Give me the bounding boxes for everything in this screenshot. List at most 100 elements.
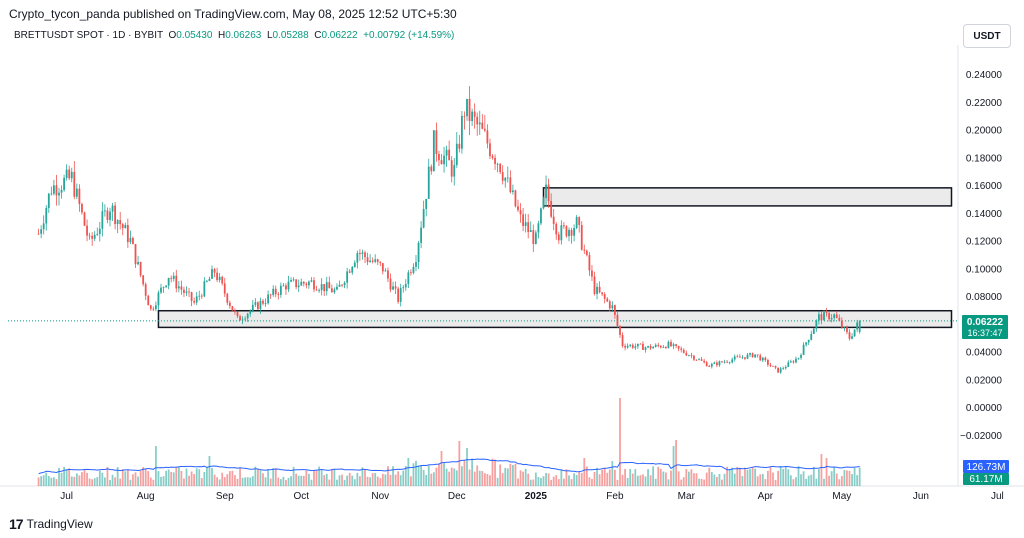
volume-bar [213,474,216,486]
open-value: 0.05430 [176,30,213,41]
y-tick-label: 0.20000 [966,126,1003,137]
volume-bar [453,468,456,486]
volume-bar [476,465,479,486]
volume-bar [297,475,300,486]
symbol-name[interactable]: BRETTUSDT SPOT · 1D · BYBIT [14,30,163,41]
volume-bar [685,469,688,486]
volume-bar [662,471,665,486]
volume-bar [471,458,473,486]
volume-bar [226,474,229,486]
volume-bar [626,477,629,486]
candle-body [787,362,790,367]
volume-bar [106,466,109,486]
candle-body [458,143,461,149]
candle-body [254,302,257,305]
candle-body [713,362,716,364]
volume-bar [101,472,104,486]
candle-body [670,341,672,347]
candle-body [104,210,106,212]
candle-body [825,312,828,314]
volume-bar [432,472,435,486]
volume-bar [506,468,509,486]
volume-bar [249,477,252,486]
volume-bar [652,466,655,486]
close-label: C [314,30,322,41]
volume-bar [78,475,81,486]
volume-bar [387,466,389,486]
volume-bar [761,473,764,486]
candle-body [731,359,734,363]
volume-bar [392,466,394,486]
candle-body [744,357,746,359]
candle-body [547,184,550,201]
volume-bar [591,479,593,486]
volume-bar [430,473,433,486]
volume-bar [302,475,305,486]
candle-body [450,160,453,177]
volume-bar [211,467,213,486]
volume-bar [568,475,570,486]
candle-body [677,345,680,349]
candle-body [384,270,387,272]
volume-bar [695,473,698,486]
volume-bar [206,467,208,486]
candle-body [468,98,471,122]
volume-bars [37,398,861,486]
volume-bar [343,479,346,486]
volume-bar [527,473,530,486]
volume-bar [675,440,677,486]
candle-body [642,343,644,350]
volume-bar [177,466,180,486]
volume-bar [636,475,639,486]
volume-bar [718,474,721,486]
candle-body [710,363,713,367]
candle-body [741,357,744,359]
volume-bar [639,475,642,486]
footer-branding[interactable]: 17 TradingView [9,516,93,532]
candle-body [430,166,433,172]
volume-bar [366,476,369,486]
volume-bar [563,478,565,486]
candle-body [310,280,313,282]
volume-bar [63,466,65,486]
volume-bar [422,469,425,486]
volume-bar [578,471,581,486]
candle-body [142,275,145,285]
candle-body [96,234,99,235]
candle-body [805,342,808,345]
candle-body [708,366,711,368]
candle-body [501,172,504,181]
volume-bar [802,471,805,486]
candle-body [65,169,68,178]
volume-bar [157,471,160,486]
candle-body [672,344,675,347]
volume-bar [305,470,308,486]
candle-body [636,343,639,347]
volume-bar [616,479,619,486]
last-price-value: 0.06222 [967,317,1004,328]
volume-bar [325,473,328,486]
volume-bar [109,479,111,486]
candle-body [593,276,596,294]
volume-bar [540,477,542,486]
currency-button[interactable]: USDT [963,24,1011,48]
volume-bar [756,476,759,486]
candle-body [234,310,236,313]
x-tick-label: Feb [606,491,624,502]
volume-bar [282,476,285,486]
volume-bar [262,473,264,486]
volume-bar [659,468,662,486]
candle-body [601,292,604,295]
high-value: 0.06263 [225,30,262,41]
volume-bar [463,460,466,486]
candle-body [491,156,494,158]
volume-bar [670,470,672,486]
candle-body [387,270,389,279]
volume-bar [741,475,744,486]
candle-body [644,347,647,350]
candle-body [489,143,491,157]
volume-value: 126.73M [967,462,1006,473]
candle-body [427,166,430,199]
candle-body [772,365,774,367]
